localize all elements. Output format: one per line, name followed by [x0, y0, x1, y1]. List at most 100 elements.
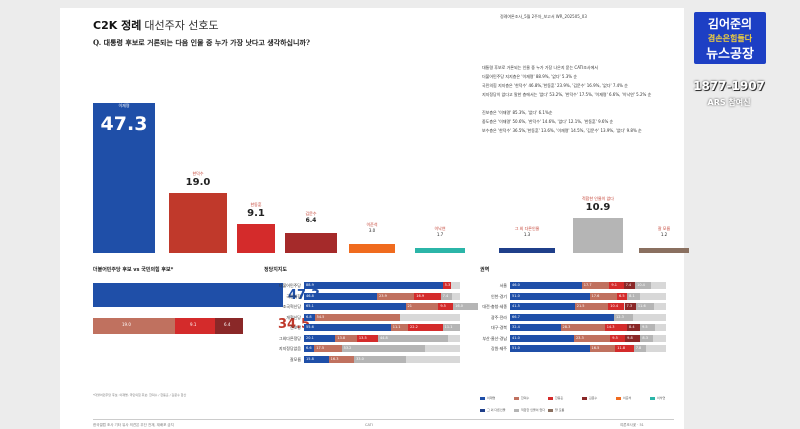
candidate-pct: 10.9 — [585, 202, 611, 214]
row-segment: 11.1 — [390, 324, 409, 331]
candidate-chart: 이재명 47.3 한덕수 19.0 한동훈 9.1 김문수 6.4 이준석 3.0 이낙연 1.7 그 … — [93, 58, 693, 253]
candidate-name: 김문수 — [305, 210, 317, 216]
row-segment: 7.4 — [440, 292, 453, 300]
candidate-photo — [285, 232, 337, 253]
ppp-part-label: 9.1 — [190, 322, 197, 327]
row-label: 조국혁신당 — [282, 304, 301, 309]
row-segment: 9.1 — [609, 282, 624, 289]
row-segment: 10.4 — [608, 303, 625, 310]
row-segment: 9.5 — [610, 334, 626, 342]
row-segment: 8.4 — [627, 324, 641, 331]
row-segment: 9.5 — [640, 324, 655, 331]
candidate-pct: 3.0 — [368, 227, 376, 233]
row-segment: 8.1 — [627, 292, 640, 300]
ars-label: ARS 참여신 — [707, 98, 751, 107]
row-label: 서울 — [499, 283, 507, 288]
stacked-row: 국민의힘 46.8 23.9 16.9 7.4 — [286, 292, 460, 300]
candidate-name: 이낙연 — [434, 225, 446, 231]
row-segment: 6.5 — [617, 292, 628, 300]
legend-swatch — [480, 396, 485, 400]
stacked-row: 강원·제주 51.0 16.5 11.8 7.8 — [491, 345, 666, 352]
footer-left: 한국갤럽 조사 기타 유사 의견은 무단 전재, 재배포 금지 — [93, 423, 174, 427]
brand-label: C2K 정례 — [93, 19, 142, 32]
row-segment: 23.9 — [377, 292, 415, 300]
row-segment: 21.5 — [574, 303, 609, 310]
row-segment: 41.5 — [510, 303, 575, 310]
candidate-name: 한동훈 — [250, 202, 262, 208]
legend-item: 김문수 — [582, 396, 597, 400]
row-segment: 7.8 — [633, 345, 646, 352]
legend-label: 잘 모름 — [555, 408, 565, 412]
candidate-bar-5: 이낙연 1.7 — [415, 226, 465, 253]
row-label: 진보당 — [289, 325, 301, 330]
candidate-pct: 6.4 — [305, 216, 317, 224]
row-label: 지지정당없음 — [278, 346, 301, 351]
candidate-pct: 1.3 — [523, 232, 531, 237]
row-segment: 41.0 — [510, 334, 574, 342]
svg-text:김어준의: 김어준의 — [708, 16, 752, 31]
stacked-row: 서울 46.0 17.7 9.1 7.4 10.4 — [500, 282, 666, 289]
candidate-pct: 19.0 — [185, 176, 211, 188]
legend-label: 김문수 — [589, 396, 598, 400]
candidate-name: 이재명 — [118, 103, 130, 108]
note-line: 국민의힘 지지층은 '한덕수' 46.8%,'한동훈' 23.9%, '김문수'… — [482, 83, 628, 88]
row-segment: 20.1 — [304, 334, 336, 342]
candidate-photo — [499, 248, 555, 253]
row-segment: 33.0 — [354, 355, 406, 363]
candidate-bar-0: 이재명 47.3 — [93, 81, 155, 253]
row-label: 강원·제주 — [491, 346, 507, 351]
candidate-name: 적합한 인물이 없다 — [582, 196, 614, 202]
candidate-photo — [237, 224, 275, 253]
stacked-row: 개혁신당 6.8 54.5 — [286, 313, 460, 321]
legend-label: 이낙연 — [657, 396, 666, 400]
candidate-photo — [169, 192, 227, 253]
legend-item: 이낙연 — [650, 396, 665, 400]
row-segment: 17.7 — [581, 282, 610, 289]
row-segment: 17.6 — [589, 292, 617, 300]
legend-item: 이재명 — [480, 396, 495, 400]
row-segment: 28.3 — [560, 324, 605, 331]
candidate-name: 그 외 다른인물 — [514, 226, 540, 231]
ppp-part-label: 6.4 — [224, 322, 231, 327]
stacked-row: 부산·울산·경남 41.0 23.3 9.5 9.8 8.3 — [482, 334, 666, 342]
row-segment: 46.8 — [304, 292, 377, 300]
row-segment: 10.4 — [635, 282, 652, 289]
row-segment: 32.4 — [510, 324, 561, 331]
row-segment: 53.2 — [341, 345, 425, 352]
row-segment: 21 — [405, 303, 439, 310]
row-segment: 6.8 — [304, 313, 315, 321]
stacked-row: 그외다른정당 20.1 13.8 13.5 44.8 — [279, 334, 460, 342]
stacked-row: 진보당 55.6 11.1 22.2 11.1 — [290, 324, 460, 331]
row-segment: 6.6 — [304, 345, 315, 352]
stacked-row: 조국혁신당 65.1 21 9.5 16.0 — [283, 303, 479, 310]
row-segment: 88.9 — [304, 282, 443, 289]
legend-label: 이재명 — [487, 396, 496, 400]
legend-swatch — [514, 396, 519, 400]
row-label: 더불어민주당 — [278, 283, 301, 288]
news-factory-logo: 김어준의 겸손은힘들다 뉴스공장 — [694, 12, 766, 64]
row-segment: 66.7 — [510, 313, 615, 321]
row-segment: 16.9 — [414, 292, 441, 300]
row-segment: 11.6 — [635, 303, 654, 310]
row-label: 개혁신당 — [286, 314, 301, 320]
note-line: 지지정당이 없다고 말한 층에서는 '없다' 53.2%, '한덕수' 17.5… — [482, 92, 652, 97]
row-segment: 15.8 — [304, 355, 329, 363]
candidate-photo — [639, 248, 689, 253]
dem-bar — [93, 283, 283, 307]
note-line: 더불어민주당 지지층은 '이재명' 88.9%, '없다' 5.3% 순 — [482, 74, 578, 79]
stacked-row: 더불어민주당 88.9 5.3 — [279, 282, 460, 289]
candidate-bar-2: 한동훈 9.1 — [237, 202, 275, 253]
legend-swatch — [548, 408, 553, 412]
legend-item: 한덕수 — [514, 396, 529, 400]
legend-item: 이준석 — [616, 396, 631, 400]
report-page: C2K 정례 대선주자 선호도 정례여론조사_5월 2주차_보고서 WR_2025… — [60, 8, 689, 429]
legend-label: 이준석 — [623, 396, 632, 400]
row-segment: 51.0 — [510, 292, 590, 300]
row-segment: 46.0 — [510, 282, 582, 289]
legend-swatch — [616, 396, 621, 400]
row-label: 국민의힘 — [286, 293, 301, 299]
candidate-bar-8: 잘 모름 1.2 — [639, 226, 689, 253]
row-label: 그외다른정당 — [278, 335, 301, 341]
stacked-row: 인천·경기 51.0 17.6 6.5 8.1 — [491, 292, 666, 300]
footnote: *더불어민주당 후보: 이재명, 국민의힘 후보: 한덕수 / 한동훈 / 김문… — [93, 393, 187, 397]
